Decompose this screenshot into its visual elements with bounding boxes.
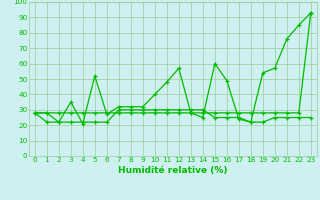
X-axis label: Humidité relative (%): Humidité relative (%) [118,166,228,175]
